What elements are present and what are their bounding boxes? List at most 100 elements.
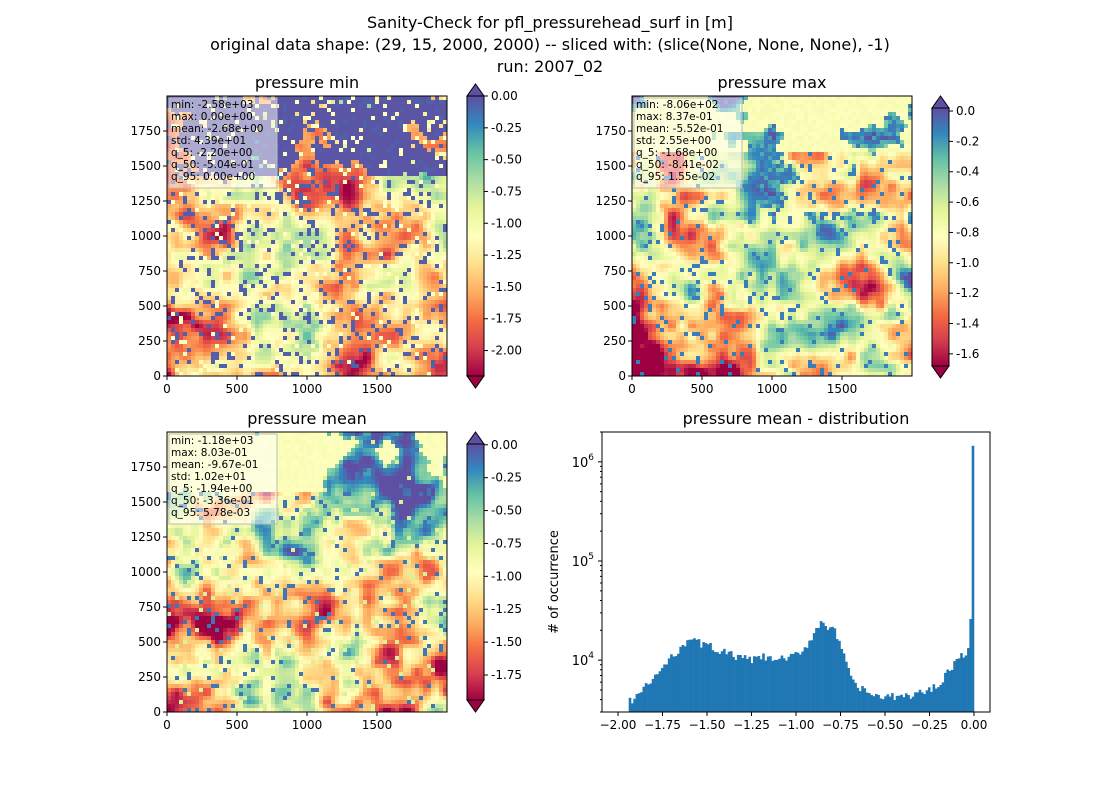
heatmap-cell	[199, 352, 204, 357]
heatmap-cell	[339, 100, 344, 105]
heatmap-cell	[343, 108, 348, 113]
heatmap-cell	[443, 264, 448, 269]
heatmap-cell	[351, 208, 356, 213]
heatmap-cell	[419, 160, 424, 165]
heatmap-cell	[391, 296, 396, 301]
heatmap-cell	[379, 316, 384, 321]
heatmap-cell	[435, 216, 440, 221]
heatmap-cell	[427, 104, 432, 109]
heatmap-cell	[287, 260, 292, 265]
heatmap-cell	[259, 208, 264, 213]
heatmap-cell	[371, 228, 376, 233]
heatmap-cell	[175, 308, 180, 313]
heatmap-cell	[415, 164, 420, 169]
heatmap-cell	[411, 368, 416, 373]
heatmap-cell	[379, 252, 384, 257]
heatmap-cell	[351, 352, 356, 357]
heatmap-cell	[283, 328, 288, 333]
heatmap-cell	[231, 296, 236, 301]
heatmap-cell	[399, 328, 404, 333]
heatmap-cell	[439, 208, 444, 213]
heatmap-cell	[379, 168, 384, 173]
heatmap-cell	[379, 176, 384, 181]
heatmap-cell	[291, 184, 296, 189]
heatmap-cell	[179, 276, 184, 281]
heatmap-cell	[443, 216, 448, 221]
heatmap-cell	[439, 260, 444, 265]
heatmap-cell	[251, 220, 256, 225]
heatmap-cell	[243, 228, 248, 233]
heatmap-cell	[439, 112, 444, 117]
heatmap-cell	[351, 184, 356, 189]
heatmap-cell	[207, 264, 212, 269]
heatmap-cell	[239, 268, 244, 273]
heatmap-cell	[427, 252, 432, 257]
heatmap-cell	[379, 152, 384, 157]
heatmap-cell	[403, 308, 408, 313]
heatmap-cell	[399, 108, 404, 113]
heatmap-cell	[335, 296, 340, 301]
heatmap-cell	[279, 108, 284, 113]
heatmap-cell	[223, 200, 228, 205]
heatmap-cell	[351, 320, 356, 325]
heatmap-cell	[375, 316, 380, 321]
heatmap-cell	[255, 336, 260, 341]
heatmap-cell	[355, 120, 360, 125]
heatmap-cell	[399, 260, 404, 265]
heatmap-cell	[431, 296, 436, 301]
heatmap-cell	[275, 220, 280, 225]
heatmap-cell	[391, 280, 396, 285]
heatmap-cell	[323, 208, 328, 213]
heatmap-cell	[411, 124, 416, 129]
heatmap-cell	[335, 288, 340, 293]
heatmap-cell	[279, 312, 284, 317]
heatmap-cell	[291, 288, 296, 293]
heatmap-cell	[295, 332, 300, 337]
heatmap-cell	[299, 212, 304, 217]
heatmap-cell	[331, 272, 336, 277]
heatmap-cell	[423, 268, 428, 273]
heatmap-cell	[299, 336, 304, 341]
heatmap-cell	[387, 100, 392, 105]
heatmap-cell	[199, 356, 204, 361]
heatmap-cell	[295, 344, 300, 349]
heatmap-cell	[407, 228, 412, 233]
heatmap-cell	[411, 188, 416, 193]
heatmap-cell	[415, 216, 420, 221]
heatmap-cell	[183, 308, 188, 313]
heatmap-cell	[219, 264, 224, 269]
heatmap-cell	[435, 324, 440, 329]
heatmap-cell	[383, 188, 388, 193]
heatmap-cell	[263, 272, 268, 277]
heatmap-cell	[179, 240, 184, 245]
heatmap-cell	[247, 196, 252, 201]
heatmap-cell	[359, 192, 364, 197]
heatmap-cell	[235, 344, 240, 349]
heatmap-cell	[279, 132, 284, 137]
heatmap-cell	[179, 304, 184, 309]
heatmap-cell	[419, 304, 424, 309]
heatmap-cell	[339, 264, 344, 269]
heatmap-cell	[239, 228, 244, 233]
heatmap-cell	[339, 132, 344, 137]
heatmap-cell	[375, 276, 380, 281]
heatmap-cell	[231, 304, 236, 309]
heatmap-cell	[187, 272, 192, 277]
heatmap-cell	[243, 300, 248, 305]
heatmap-cell	[395, 276, 400, 281]
heatmap-cell	[315, 124, 320, 129]
heatmap-cell	[351, 112, 356, 117]
heatmap-cell	[259, 200, 264, 205]
heatmap-cell	[407, 276, 412, 281]
heatmap-cell	[399, 104, 404, 109]
heatmap-cell	[235, 280, 240, 285]
heatmap-cell	[227, 196, 232, 201]
heatmap-cell	[323, 172, 328, 177]
heatmap-cell	[375, 144, 380, 149]
heatmap-cell	[291, 316, 296, 321]
heatmap-cell	[191, 324, 196, 329]
heatmap-cell	[443, 316, 448, 321]
heatmap-cell	[295, 212, 300, 217]
heatmap-cell	[371, 340, 376, 345]
heatmap-cell	[283, 240, 288, 245]
